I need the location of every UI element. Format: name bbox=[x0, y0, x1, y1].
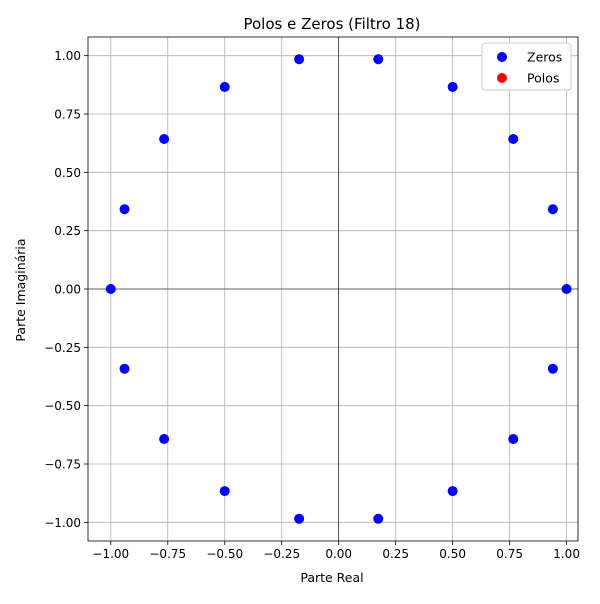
x-axis-label: Parte Real bbox=[300, 570, 363, 585]
y-tick-label: −0.50 bbox=[44, 399, 81, 413]
zeros-point bbox=[294, 513, 305, 524]
zeros-point bbox=[119, 363, 130, 374]
zeros-point bbox=[219, 486, 230, 497]
zeros-point bbox=[105, 284, 116, 294]
y-tick-label: 0.75 bbox=[54, 108, 81, 122]
legend-label-polos: Polos bbox=[527, 71, 559, 86]
x-tick-label: −0.75 bbox=[149, 547, 186, 561]
y-tick-label: −0.75 bbox=[44, 458, 81, 472]
y-tick-label: 0.25 bbox=[54, 224, 81, 238]
y-tick-label: −1.00 bbox=[44, 516, 81, 530]
zeros-point bbox=[547, 363, 558, 374]
zeros-point bbox=[159, 433, 170, 444]
zeros-point bbox=[373, 54, 384, 65]
legend-label-zeros: Zeros bbox=[527, 50, 562, 65]
legend: Zeros Polos bbox=[481, 42, 572, 91]
x-tick-label: −0.25 bbox=[263, 547, 300, 561]
zeros-point bbox=[547, 204, 558, 215]
y-axis-ticks: −1.00 −0.75 −0.50 −0.25 0.00 0.25 0.50 0.75 1.00 bbox=[44, 49, 88, 530]
x-tick-label: 0.25 bbox=[382, 547, 409, 561]
y-tick-label: −0.25 bbox=[44, 341, 81, 355]
x-tick-label: −1.00 bbox=[92, 547, 129, 561]
legend-marker-zeros bbox=[497, 52, 507, 62]
x-tick-label: 0.75 bbox=[496, 547, 523, 561]
y-tick-label: 1.00 bbox=[54, 49, 81, 63]
zeros-point bbox=[373, 513, 384, 524]
x-tick-label: 0.50 bbox=[439, 547, 466, 561]
y-tick-label: 0.00 bbox=[54, 283, 81, 297]
zeros-point bbox=[508, 134, 519, 145]
y-tick-label: 0.50 bbox=[54, 166, 81, 180]
reference-lines bbox=[88, 37, 578, 541]
zeros-point bbox=[561, 284, 572, 294]
chart-title: Polos e Zeros (Filtro 18) bbox=[243, 15, 420, 33]
zeros-point bbox=[508, 433, 519, 444]
zeros-point bbox=[219, 81, 230, 92]
x-tick-label: −0.50 bbox=[206, 547, 243, 561]
x-tick-label: 1.00 bbox=[553, 547, 580, 561]
x-axis-ticks: −1.00 −0.75 −0.50 −0.25 0.00 0.25 0.50 0.75 1.00 bbox=[92, 541, 580, 561]
zeros-point bbox=[119, 204, 130, 215]
y-axis-label: Parte Imaginária bbox=[13, 238, 28, 341]
zeros-point bbox=[447, 486, 458, 497]
zeros-point bbox=[294, 54, 305, 65]
legend-marker-polos bbox=[497, 73, 507, 83]
x-tick-label: 0.00 bbox=[325, 547, 352, 561]
points-layer bbox=[105, 54, 572, 524]
zeros-point bbox=[159, 134, 170, 145]
zeros-point bbox=[447, 81, 458, 92]
